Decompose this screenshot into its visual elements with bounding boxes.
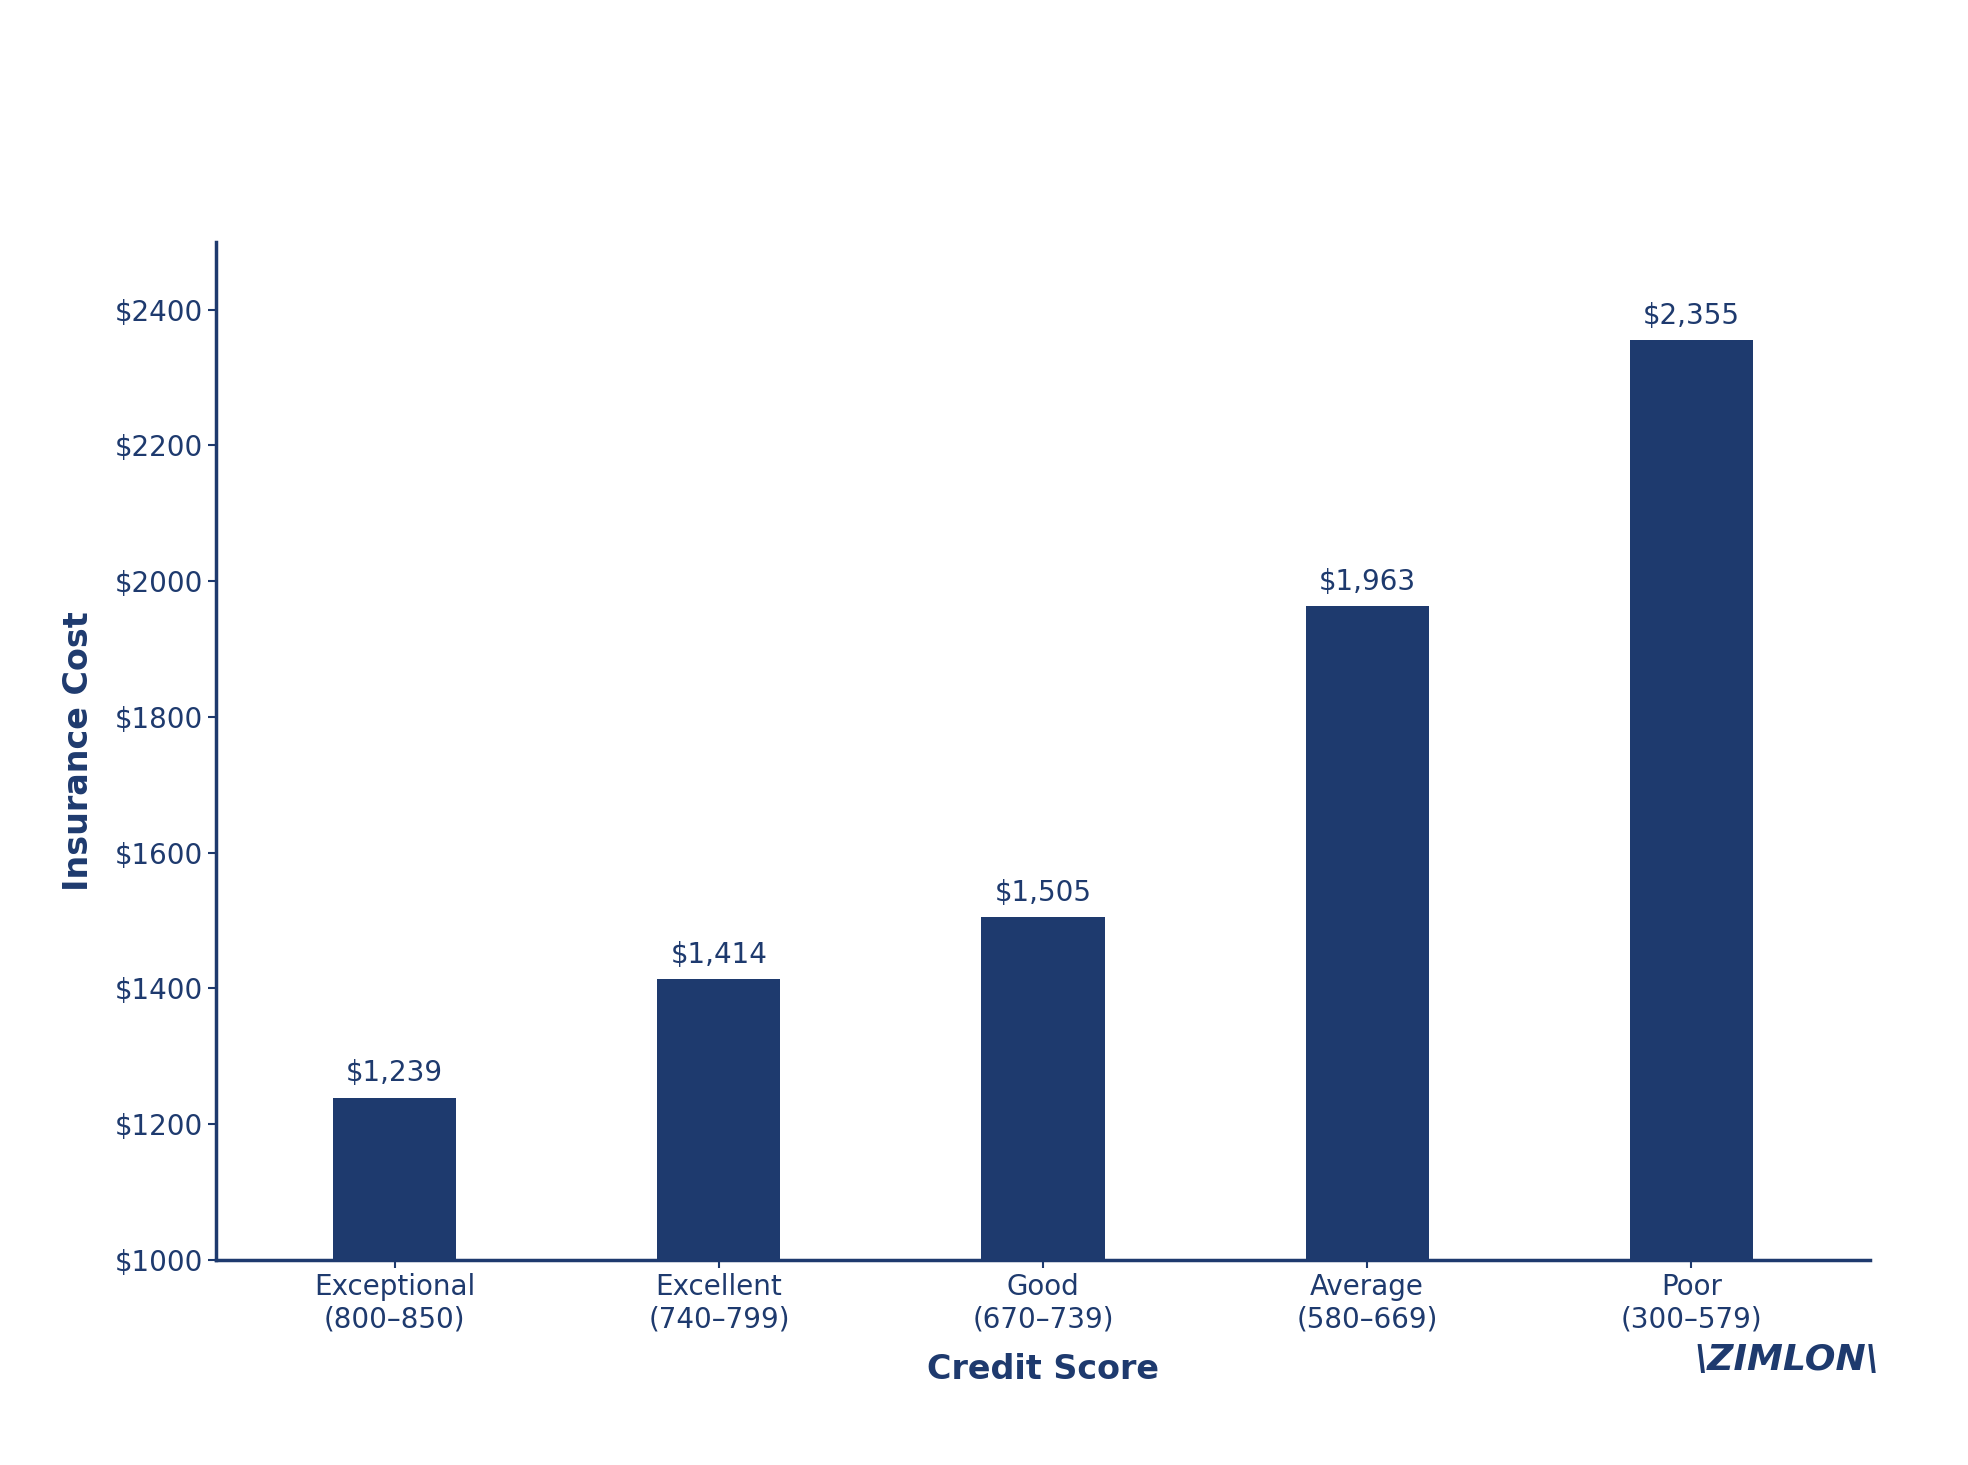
Bar <box>1630 340 1753 1260</box>
Text: \ZIMLON\: \ZIMLON\ <box>1694 1343 1879 1377</box>
X-axis label: Credit Score: Credit Score <box>927 1354 1159 1386</box>
Bar <box>982 917 1104 1260</box>
Text: San Antonio, TX, Car Insurance Rates Based on the: San Antonio, TX, Car Insurance Rates Bas… <box>264 45 1704 94</box>
Text: Credit Score of the Drivers: Credit Score of the Drivers <box>606 135 1362 182</box>
Text: $1,239: $1,239 <box>346 1059 443 1087</box>
Bar <box>1305 607 1429 1260</box>
Text: $1,963: $1,963 <box>1319 568 1415 596</box>
Bar <box>657 979 781 1260</box>
Bar <box>333 1097 457 1260</box>
Text: $1,505: $1,505 <box>994 879 1092 907</box>
Text: $2,355: $2,355 <box>1643 302 1740 330</box>
Text: $1,414: $1,414 <box>671 941 768 968</box>
Y-axis label: Insurance Cost: Insurance Cost <box>63 611 96 891</box>
